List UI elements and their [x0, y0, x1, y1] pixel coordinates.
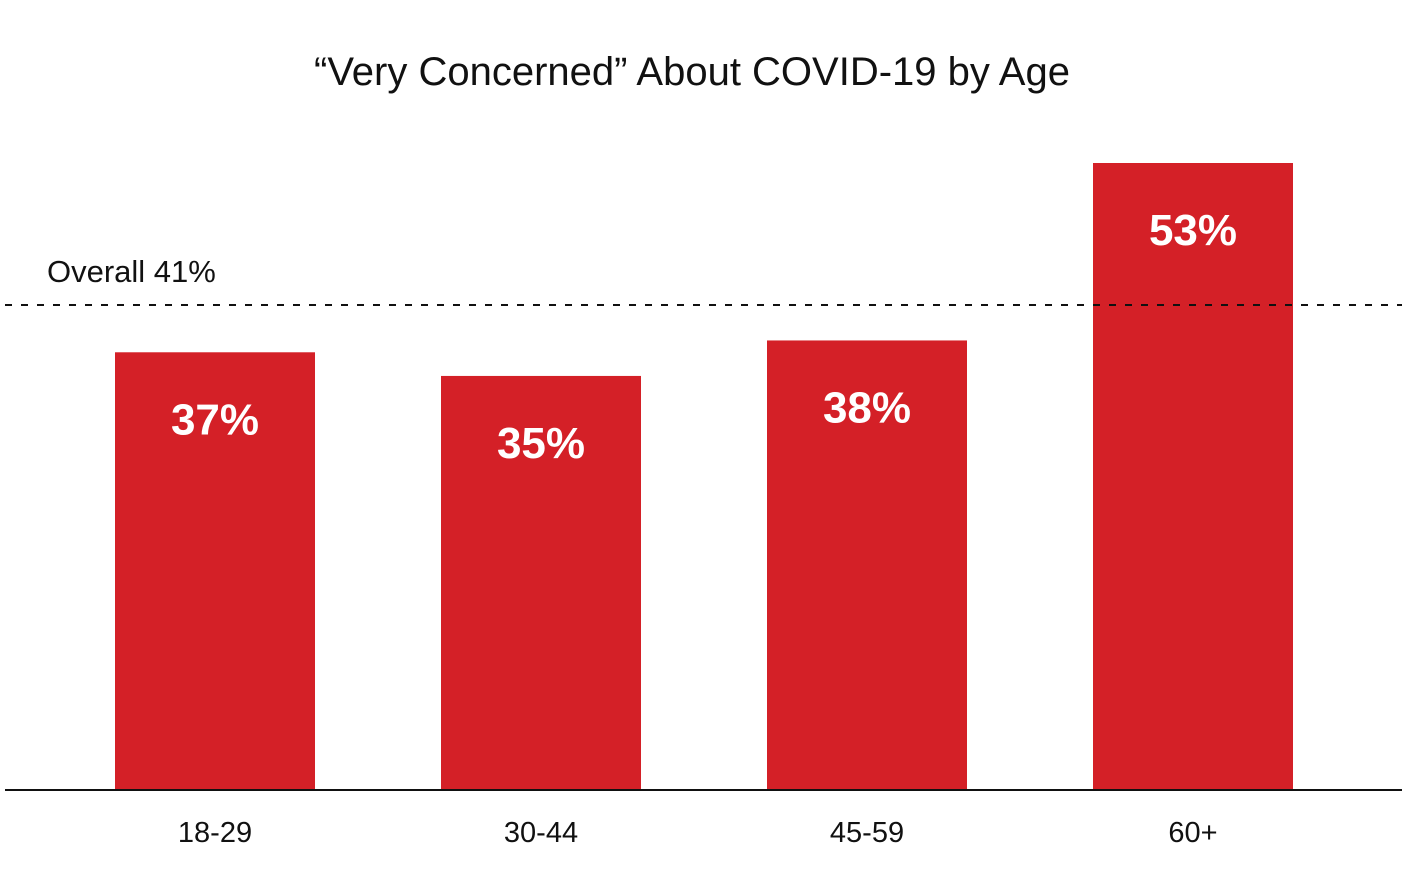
- x-tick-label: 45-59: [830, 817, 904, 849]
- bar-value-label: 35%: [497, 419, 585, 468]
- bar-60+: [1093, 163, 1293, 790]
- bar-value-label: 37%: [171, 395, 259, 444]
- bar-45-59: [767, 340, 967, 790]
- bar-value-label: 38%: [823, 383, 911, 432]
- bar-value-labels: 37% 35% 38% 53%: [171, 206, 1237, 468]
- bar-18-29: [115, 352, 315, 790]
- x-tick-labels: 18-29 30-44 45-59 60+: [178, 817, 1218, 849]
- bars-group: [115, 163, 1293, 790]
- bar-value-label: 53%: [1149, 206, 1237, 255]
- overall-reference-label: Overall 41%: [47, 254, 216, 289]
- chart-title: “Very Concerned” About COVID-19 by Age: [314, 50, 1070, 94]
- x-tick-label: 60+: [1168, 817, 1217, 849]
- x-tick-label: 18-29: [178, 817, 252, 849]
- x-tick-label: 30-44: [504, 817, 578, 849]
- bar-30-44: [441, 375, 641, 790]
